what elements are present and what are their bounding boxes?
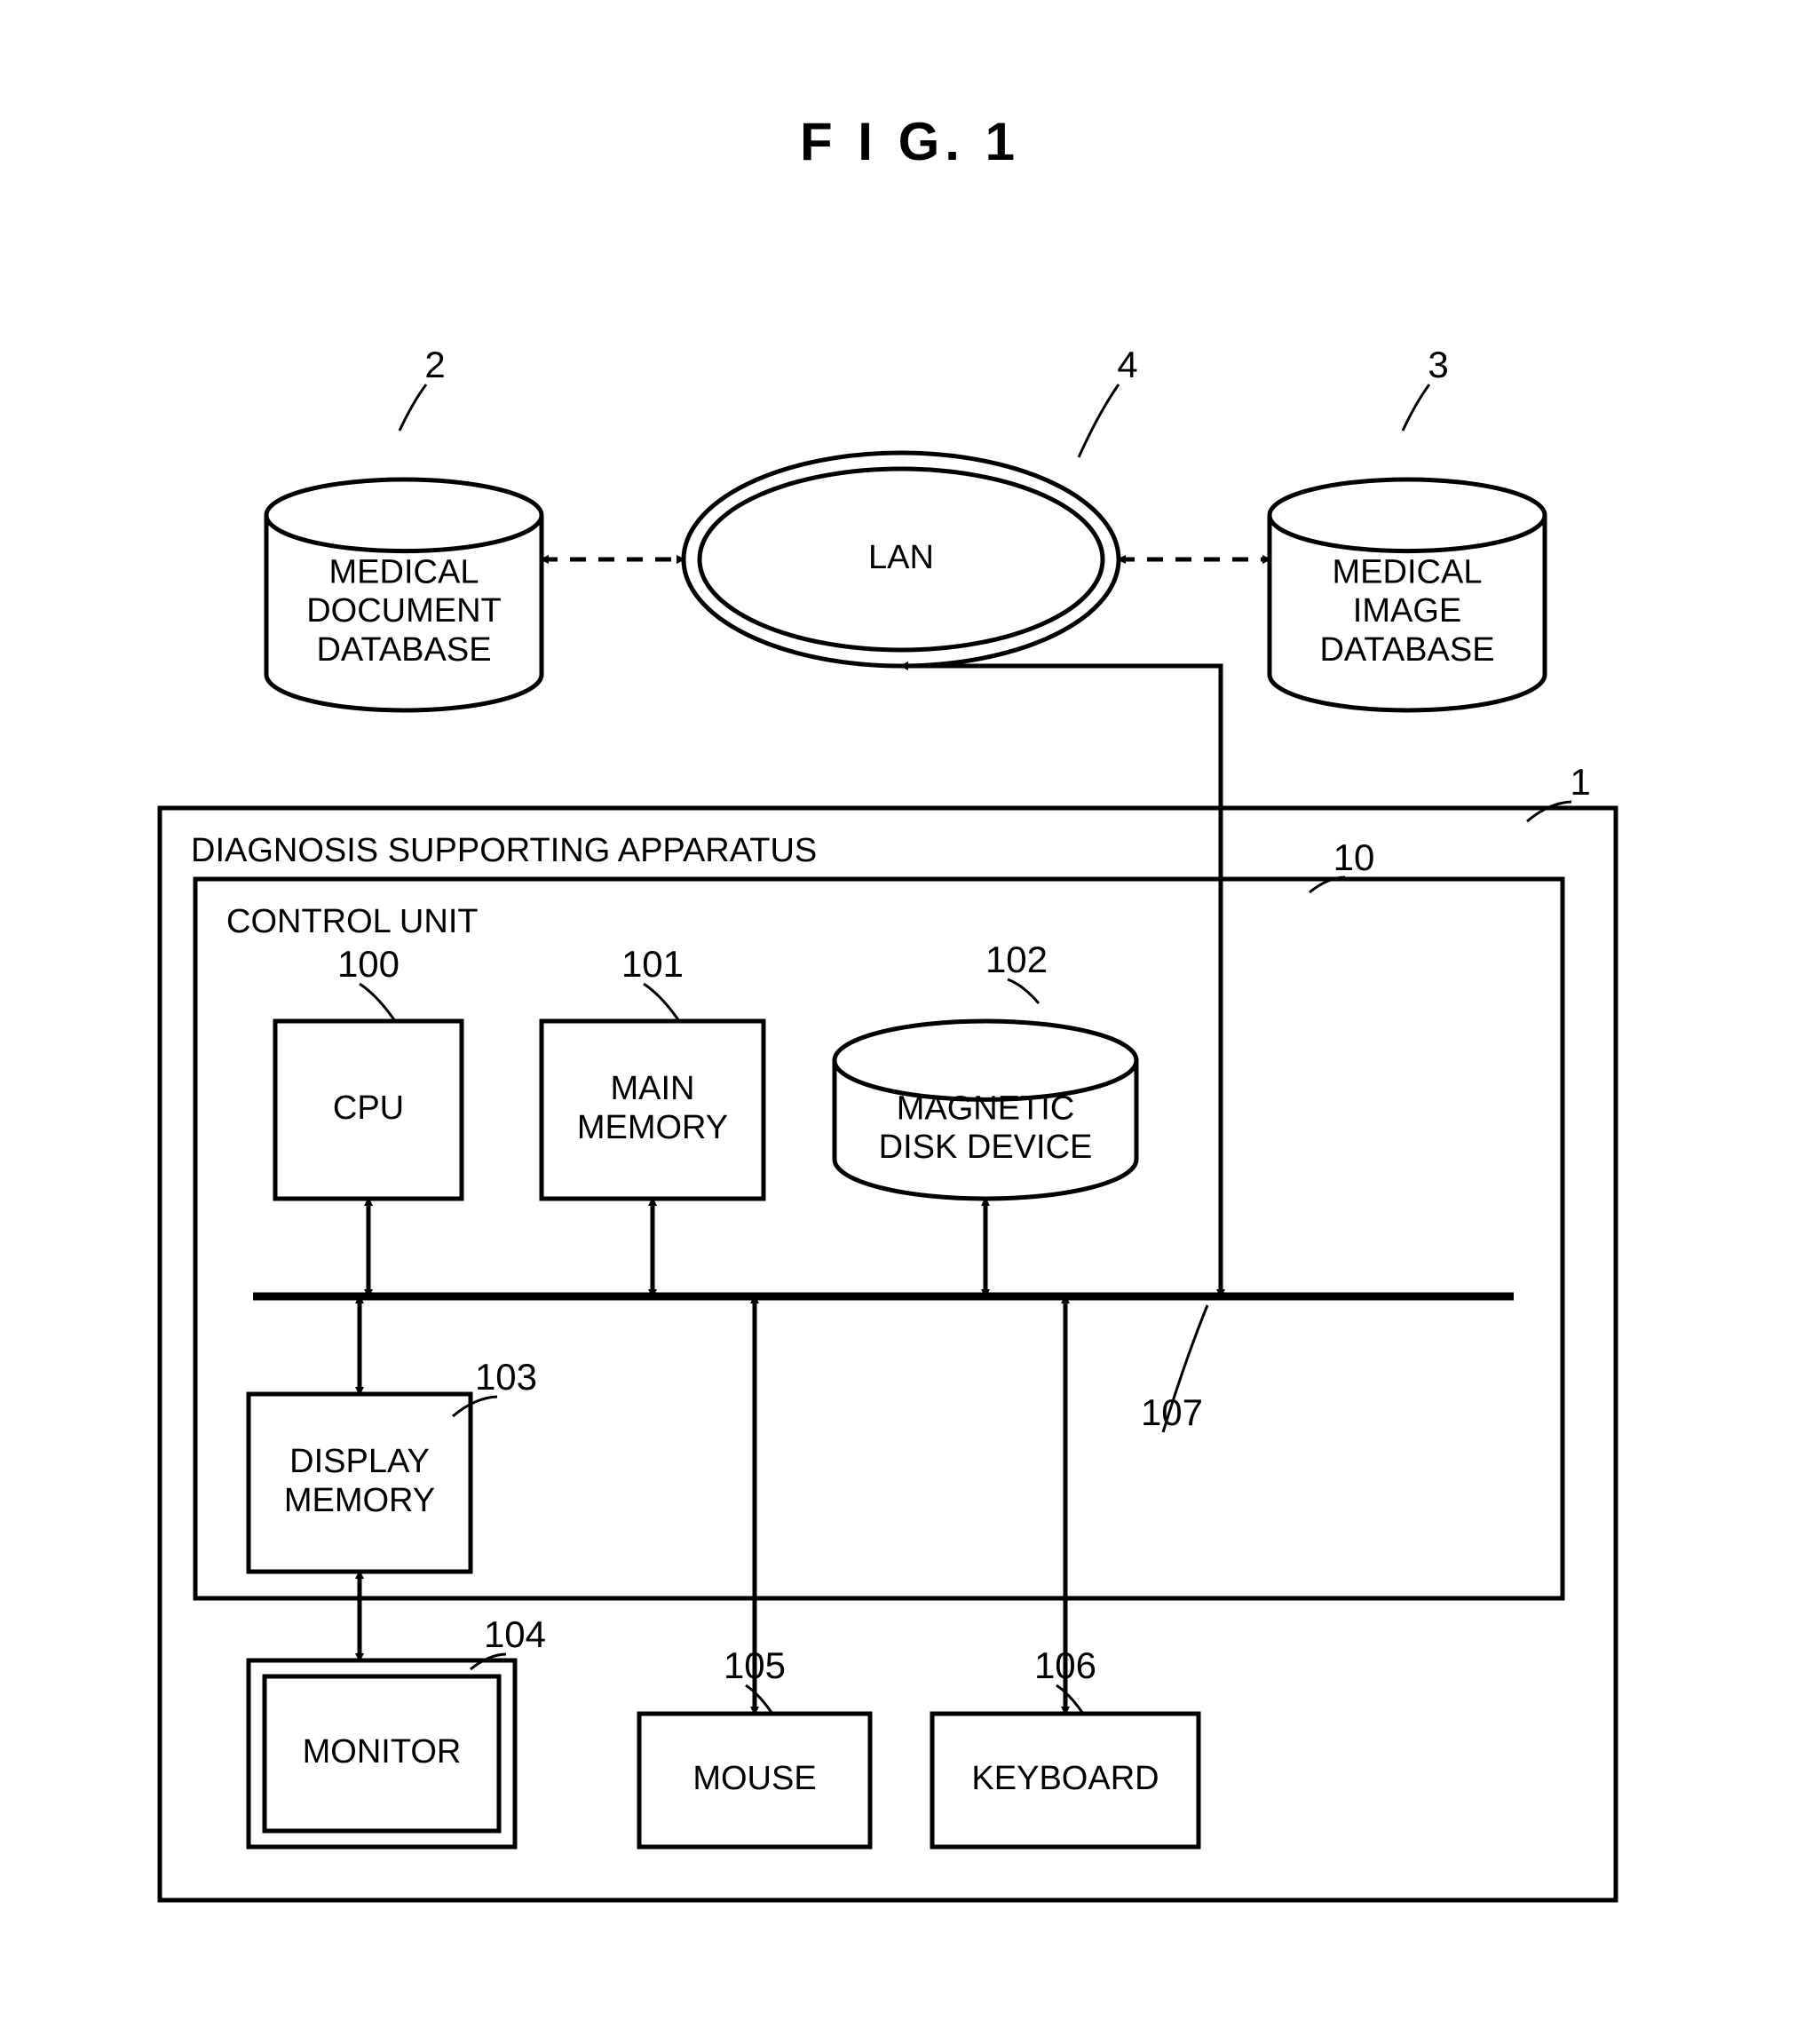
- svg-text:MEDICALDOCUMENTDATABASE: MEDICALDOCUMENTDATABASE: [306, 553, 502, 668]
- svg-text:DIAGNOSIS SUPPORTING APPARATUS: DIAGNOSIS SUPPORTING APPARATUS: [191, 832, 817, 869]
- svg-text:DISPLAYMEMORY: DISPLAYMEMORY: [284, 1443, 435, 1519]
- ref-number: 102: [985, 939, 1048, 980]
- ref-number: 10: [1333, 836, 1375, 878]
- svg-text:KEYBOARD: KEYBOARD: [971, 1760, 1159, 1797]
- svg-text:CONTROL UNIT: CONTROL UNIT: [226, 903, 479, 940]
- svg-text:LAN: LAN: [868, 539, 934, 576]
- ref-number: 104: [484, 1613, 546, 1655]
- figure-diagram: F I G. 1 DIAGNOSIS SUPPORTING APPARATUS 1 C…: [0, 0, 1820, 2044]
- ref-number: 101: [621, 943, 684, 985]
- svg-text:MONITOR: MONITOR: [303, 1733, 462, 1771]
- ref-number: 107: [1141, 1391, 1203, 1433]
- svg-text:CPU: CPU: [333, 1089, 404, 1127]
- figure-title: F I G. 1: [800, 112, 1020, 171]
- ref-number: 4: [1117, 344, 1137, 385]
- ref-number: 100: [337, 943, 400, 985]
- ref-number: 2: [424, 344, 445, 385]
- ref-number: 1: [1570, 761, 1590, 803]
- svg-text:MOUSE: MOUSE: [692, 1760, 816, 1797]
- ref-number: 3: [1428, 344, 1448, 385]
- svg-text:MAGNETICDISK DEVICE: MAGNETICDISK DEVICE: [879, 1089, 1093, 1166]
- ref-number: 103: [475, 1356, 537, 1398]
